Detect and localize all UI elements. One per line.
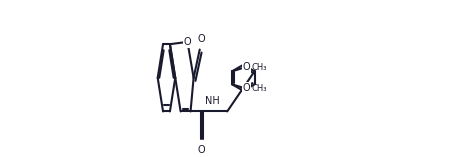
Text: O: O <box>242 83 250 93</box>
Text: O: O <box>197 34 205 44</box>
Text: CH₃: CH₃ <box>251 84 267 93</box>
Text: NH: NH <box>205 96 220 106</box>
Text: O: O <box>197 145 205 155</box>
Text: O: O <box>183 37 191 47</box>
Text: O: O <box>242 62 250 73</box>
Text: CH₃: CH₃ <box>251 63 267 72</box>
